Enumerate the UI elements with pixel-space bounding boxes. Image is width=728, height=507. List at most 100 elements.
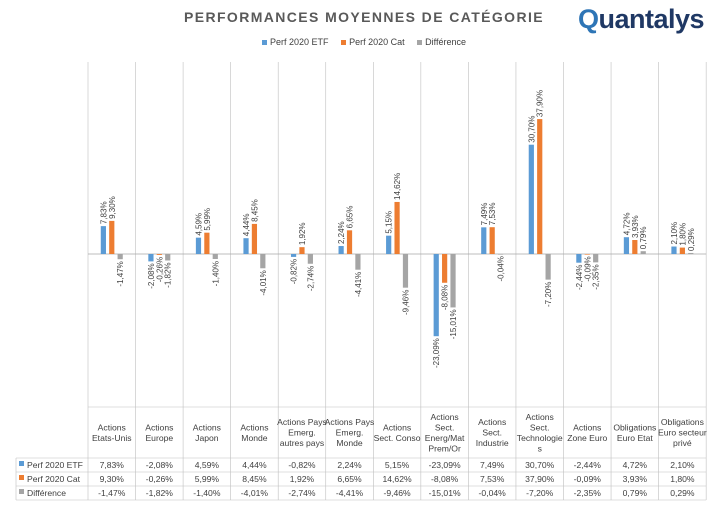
category-label: Actions Zone Euro <box>567 422 607 443</box>
bar-etf <box>148 254 154 262</box>
table-cell: -2,74% <box>288 488 316 498</box>
table-cell: -4,01% <box>241 488 269 498</box>
table-cell: -4,41% <box>336 488 364 498</box>
chart-title: PERFORMANCES MOYENNES DE CATÉGORIE <box>183 9 545 25</box>
table-cell: 7,49% <box>480 460 505 470</box>
category-label: Actions Etats-Unis <box>92 422 132 443</box>
bar-etf <box>433 254 439 337</box>
data-label: 0,29% <box>687 228 696 251</box>
data-label: 5,99% <box>203 208 212 231</box>
category-label: Actions Sect. Energ/Mat Prem/Or <box>425 412 465 454</box>
bar-diff <box>165 254 171 261</box>
bar-etf <box>576 254 582 263</box>
data-label: -4,41% <box>354 272 363 297</box>
bar-diff <box>307 254 313 264</box>
bar-cat <box>346 230 353 254</box>
table-cell: -2,44% <box>574 460 602 470</box>
table-cell: -1,40% <box>193 488 221 498</box>
data-label: 5,15% <box>385 211 394 234</box>
bar-diff <box>355 254 361 270</box>
table-cell: 5,15% <box>385 460 410 470</box>
bar-diff <box>402 254 409 288</box>
chart-legend: Perf 2020 ETF Perf 2020 Cat Différence <box>0 37 728 47</box>
bar-cat <box>299 247 305 254</box>
bar-etf <box>623 237 630 254</box>
category-label: Actions Sect. Conso <box>374 422 421 443</box>
table-cell: -8,08% <box>431 474 459 484</box>
table-cell: -23,09% <box>429 460 461 470</box>
table-cell: 0,79% <box>623 488 648 498</box>
bar-etf <box>243 238 249 254</box>
category-label: Actions Sect. Industrie <box>476 417 509 448</box>
table-legend-swatch <box>19 475 24 480</box>
table-cell: 8,45% <box>242 474 267 484</box>
table-cell: 7,53% <box>480 474 505 484</box>
table-cell: 14,62% <box>382 474 412 484</box>
data-label: -4,01% <box>259 270 268 295</box>
data-label: -7,20% <box>544 282 553 307</box>
bar-diff <box>688 252 694 254</box>
bar-diff <box>260 254 266 269</box>
data-label: 14,62% <box>393 173 402 200</box>
table-cell: -15,01% <box>429 488 461 498</box>
data-label: -1,47% <box>116 261 125 286</box>
bar-cat <box>679 247 685 254</box>
table-series-name: Perf 2020 Cat <box>27 474 81 484</box>
data-label: -9,46% <box>401 290 410 315</box>
table-cell: 7,83% <box>100 460 125 470</box>
table-cell: -9,46% <box>383 488 411 498</box>
bar-etf <box>481 227 487 254</box>
data-label: 2,24% <box>337 221 346 244</box>
bar-diff <box>640 251 646 254</box>
table-cell: 2,24% <box>337 460 362 470</box>
data-label: -15,01% <box>449 309 458 339</box>
bar-etf <box>290 254 297 257</box>
legend-swatch-diff <box>417 40 423 46</box>
bar-diff <box>593 254 599 263</box>
bar-cat <box>632 240 638 254</box>
bar-cat <box>204 232 210 254</box>
table-cell: 6,65% <box>337 474 362 484</box>
table-series-name: Différence <box>27 488 66 498</box>
category-label: Actions Pays Emerg. autres pays <box>277 417 327 448</box>
bar-diff <box>450 254 456 308</box>
quantalys-logo: Quantalys <box>578 4 705 34</box>
bar-cat <box>442 254 448 283</box>
legend-swatch-etf <box>262 40 268 46</box>
table-legend-swatch <box>19 461 24 466</box>
data-label: 7,53% <box>488 203 497 226</box>
data-label: 4,44% <box>242 214 251 237</box>
table-cell: -7,20% <box>526 488 554 498</box>
data-label: 0,79% <box>639 227 648 250</box>
bar-cat <box>489 227 495 254</box>
data-label: -23,09% <box>432 338 441 368</box>
data-label: -1,40% <box>211 261 220 286</box>
legend-item-diff: Différence <box>417 37 466 47</box>
data-label: 30,70% <box>527 116 536 143</box>
category-label: Actions Sect. Technologie s <box>517 412 563 454</box>
table-cell: -0,82% <box>288 460 316 470</box>
data-label: 8,45% <box>250 199 259 222</box>
data-label: 7,83% <box>99 201 108 224</box>
data-label: -0,09% <box>583 256 592 281</box>
legend-item-etf: Perf 2020 ETF <box>262 37 329 47</box>
bar-diff <box>212 254 218 259</box>
data-label: 7,49% <box>480 203 489 226</box>
table-cell: 2,10% <box>670 460 695 470</box>
data-label: 4,59% <box>194 213 203 236</box>
data-label: 37,90% <box>536 90 545 117</box>
data-label: 1,80% <box>678 223 687 246</box>
table-cell: -0,26% <box>146 474 174 484</box>
bar-etf <box>528 144 534 254</box>
data-label: -2,35% <box>592 264 601 289</box>
category-label: Actions Monde <box>240 422 268 443</box>
category-label: Obligations Euro Etat <box>613 422 656 443</box>
bar-diff <box>497 254 504 255</box>
table-series-name: Perf 2020 ETF <box>27 460 83 470</box>
table-cell: 4,44% <box>242 460 267 470</box>
data-label: -2,08% <box>147 263 156 288</box>
data-label: -0,82% <box>290 259 299 284</box>
bar-cat <box>584 254 590 255</box>
bar-cat <box>109 220 115 254</box>
